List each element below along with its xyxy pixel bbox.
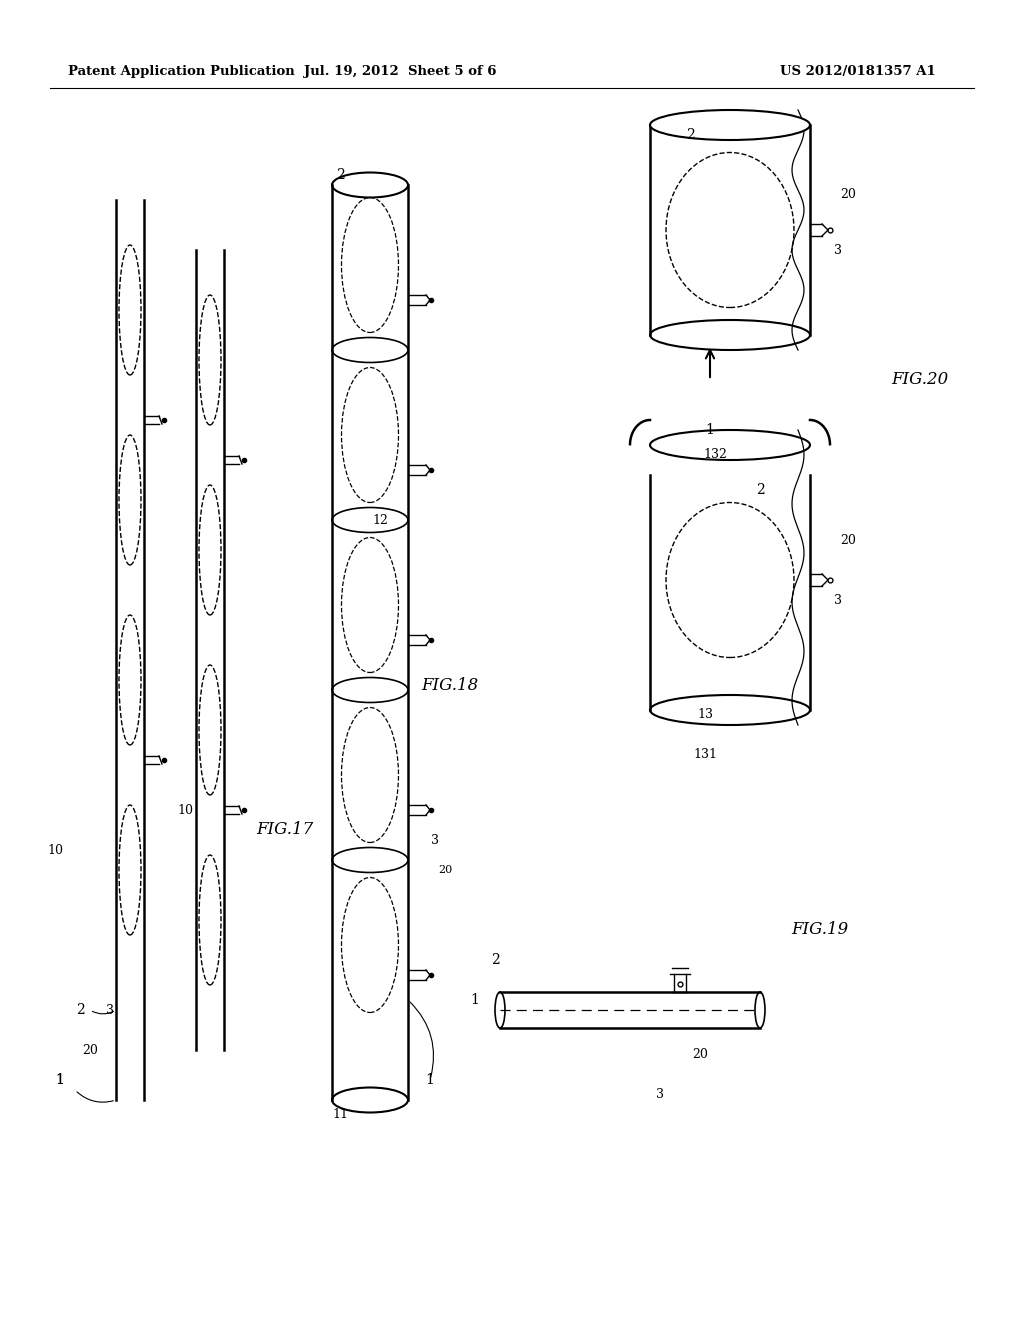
- Text: 10: 10: [47, 843, 63, 857]
- Text: 20: 20: [840, 189, 856, 202]
- Text: 1: 1: [55, 1073, 65, 1086]
- Text: 1: 1: [55, 1073, 65, 1086]
- Text: 12: 12: [372, 513, 388, 527]
- Text: 132: 132: [703, 449, 727, 462]
- Text: Jul. 19, 2012  Sheet 5 of 6: Jul. 19, 2012 Sheet 5 of 6: [304, 66, 497, 78]
- Text: 2: 2: [76, 1003, 84, 1016]
- Text: 10: 10: [177, 804, 193, 817]
- Text: FIG.20: FIG.20: [891, 371, 948, 388]
- Text: FIG.18: FIG.18: [421, 676, 478, 693]
- Text: Patent Application Publication: Patent Application Publication: [68, 66, 295, 78]
- Text: 3: 3: [834, 594, 842, 606]
- Text: 1: 1: [471, 993, 479, 1007]
- Text: 1: 1: [706, 422, 715, 437]
- Text: 20: 20: [840, 533, 856, 546]
- Text: FIG.17: FIG.17: [256, 821, 313, 838]
- Text: 3: 3: [431, 833, 439, 846]
- Text: 20: 20: [82, 1044, 98, 1056]
- Text: 2: 2: [686, 128, 694, 143]
- Text: 11: 11: [332, 1109, 348, 1122]
- Text: 20: 20: [692, 1048, 708, 1061]
- Text: 3: 3: [106, 1003, 114, 1016]
- Text: 2: 2: [756, 483, 764, 498]
- Text: 131: 131: [693, 748, 717, 762]
- Text: 2: 2: [490, 953, 500, 968]
- Text: US 2012/0181357 A1: US 2012/0181357 A1: [780, 66, 936, 78]
- Text: 20: 20: [438, 865, 453, 875]
- Text: 1: 1: [426, 1073, 434, 1086]
- Text: 3: 3: [656, 1089, 664, 1101]
- Text: 2: 2: [336, 168, 344, 182]
- Text: 3: 3: [834, 243, 842, 256]
- Text: 13: 13: [697, 709, 713, 722]
- Text: FIG.19: FIG.19: [792, 921, 849, 939]
- Ellipse shape: [650, 110, 810, 140]
